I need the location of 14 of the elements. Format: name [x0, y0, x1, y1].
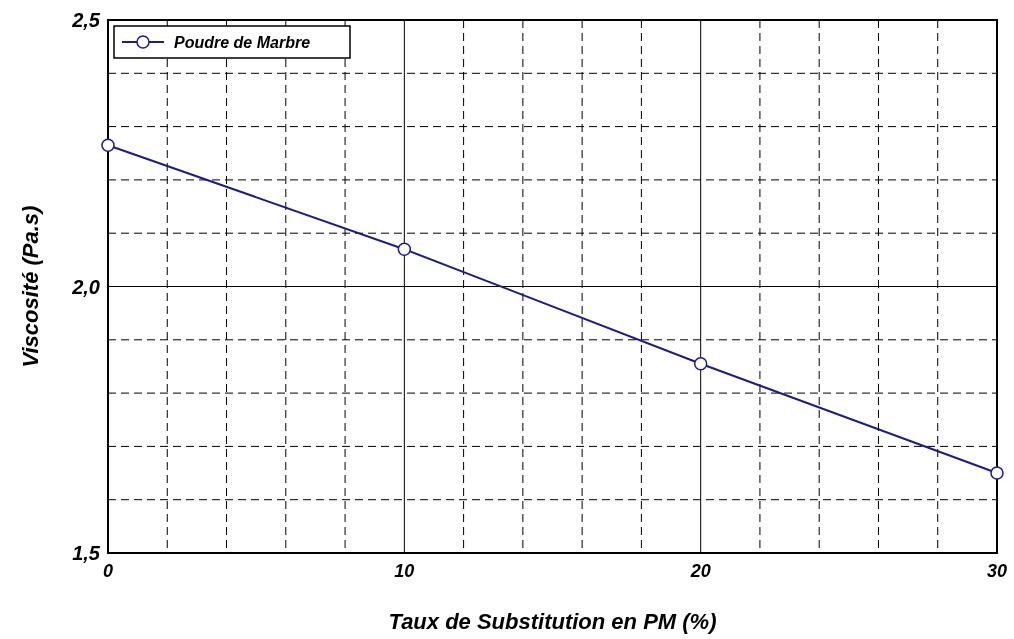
point: [693, 357, 708, 371]
point: [101, 138, 115, 153]
y-tick-label: 2,0: [71, 275, 100, 298]
y-tick-label: 1,5: [72, 542, 101, 564]
point: [397, 242, 412, 256]
point: [990, 466, 1004, 480]
x-tick-label: 10: [394, 561, 415, 581]
x-tick-label: 0: [102, 561, 114, 581]
x-tick-label: 30: [986, 561, 1008, 581]
y-tick-label: 2,5: [71, 9, 101, 31]
x-axis-title: Taux de Substitution en PM (%): [388, 609, 717, 634]
x-tick-label: 20: [689, 561, 711, 581]
legend-label: Poudre de Marbre: [174, 33, 311, 51]
y-axis-title: Viscosité (Pa.s): [18, 205, 43, 368]
